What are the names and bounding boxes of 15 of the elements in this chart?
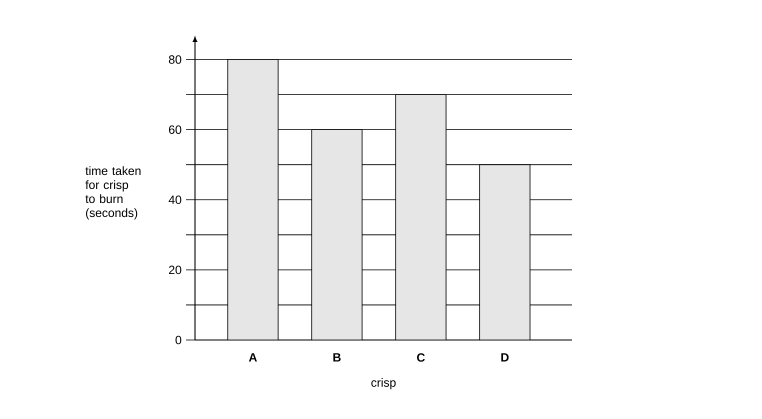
x-tick-label: D	[501, 353, 509, 362]
y-tick-label: 60	[169, 125, 182, 134]
bar	[395, 94, 446, 340]
y-axis-title: time taken for crisp to burn (seconds)	[85, 166, 141, 220]
bar	[227, 59, 279, 340]
y-tick-label: 20	[169, 266, 182, 274]
bar	[311, 129, 362, 340]
y-tick-label: 80	[168, 55, 182, 64]
bar	[479, 164, 530, 340]
x-tick-label: B	[333, 353, 341, 362]
y-tick-label: 40	[168, 196, 182, 204]
x-axis-title: crisp	[371, 378, 396, 390]
x-tick-label: C	[417, 353, 425, 362]
y-tick-label: 0	[176, 336, 182, 344]
x-tick-label: A	[248, 353, 257, 362]
